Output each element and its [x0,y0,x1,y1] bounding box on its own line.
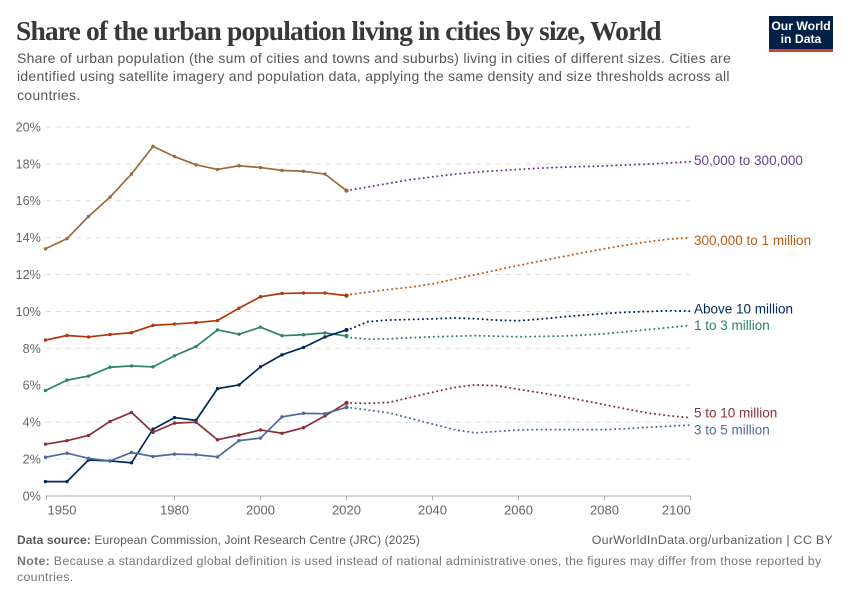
svg-text:4%: 4% [23,416,41,430]
svg-text:2040: 2040 [418,503,447,518]
svg-text:16%: 16% [16,194,41,208]
svg-text:1 to 3 million: 1 to 3 million [694,318,770,333]
svg-text:6%: 6% [23,379,41,393]
svg-text:0%: 0% [23,489,41,503]
svg-text:300,000 to 1 million: 300,000 to 1 million [694,233,811,248]
svg-text:1980: 1980 [160,503,189,518]
svg-text:2100: 2100 [662,503,691,518]
svg-text:2020: 2020 [332,503,361,518]
svg-text:2000: 2000 [246,503,275,518]
svg-text:2080: 2080 [590,503,619,518]
svg-text:50,000 to 300,000: 50,000 to 300,000 [694,153,803,168]
svg-text:18%: 18% [16,157,41,171]
svg-text:2%: 2% [23,453,41,467]
svg-text:12%: 12% [16,268,41,282]
svg-text:Above 10 million: Above 10 million [694,302,793,317]
svg-text:3 to 5 million: 3 to 5 million [694,422,770,437]
svg-text:8%: 8% [23,342,41,356]
svg-text:20%: 20% [16,120,41,134]
svg-text:1950: 1950 [48,503,77,518]
svg-text:5 to 10 million: 5 to 10 million [694,405,777,420]
svg-text:2060: 2060 [504,503,533,518]
svg-text:10%: 10% [16,305,41,319]
svg-text:14%: 14% [16,231,41,245]
